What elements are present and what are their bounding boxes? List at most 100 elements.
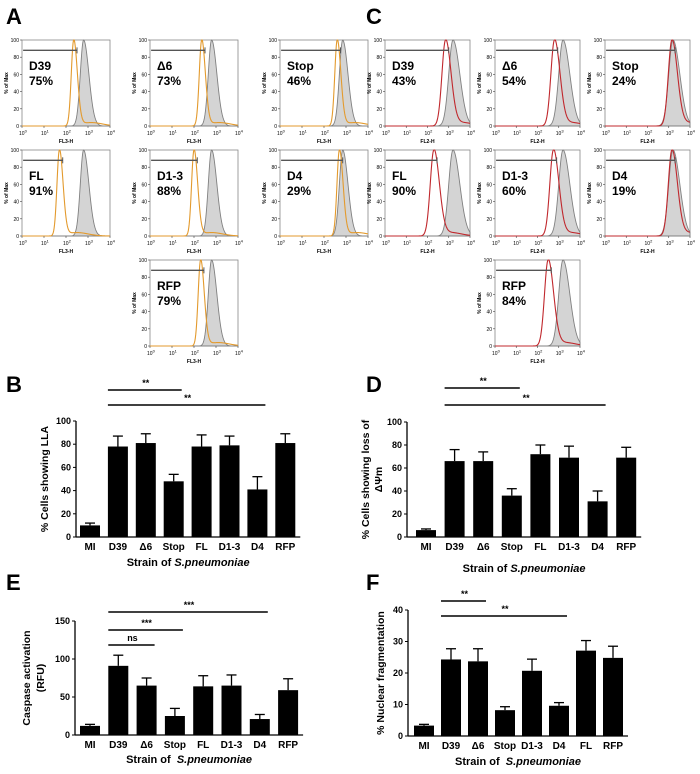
significance-label: ** xyxy=(461,589,469,599)
y-axis-label: % of Max xyxy=(587,182,593,204)
x-tick-base: 10 xyxy=(467,131,473,137)
y-tick-label: 40 xyxy=(141,90,147,96)
x-tick-label: 103 xyxy=(213,239,222,248)
y-tick-label: 60 xyxy=(13,182,19,188)
x-tick-base: 10 xyxy=(425,241,431,247)
x-tick-exponent: 1 xyxy=(305,239,308,244)
histogram-strain-label: D1-3 xyxy=(157,169,183,183)
y-tick-label: 100 xyxy=(484,258,493,264)
x-tick-base: 10 xyxy=(19,131,25,137)
x-tick-base: 10 xyxy=(169,241,175,247)
histogram-percent-label: 54% xyxy=(502,74,526,88)
y-tick-label: 60 xyxy=(596,182,602,188)
x-tick-base: 10 xyxy=(321,241,327,247)
histogram-strain-label: RFP xyxy=(502,279,526,293)
y-tick-label: 80 xyxy=(376,165,382,171)
bar-d39 xyxy=(441,659,461,736)
x-tick-base: 10 xyxy=(602,131,608,137)
x-tick-base: 10 xyxy=(666,131,672,137)
y-tick-label: 40 xyxy=(596,200,602,206)
x-tick-exponent: 0 xyxy=(498,129,501,134)
y-tick-label: 40 xyxy=(486,90,492,96)
y-tick-label: 60 xyxy=(596,72,602,78)
x-tick-exponent: 0 xyxy=(498,349,501,354)
bar-rfp xyxy=(275,443,296,537)
x-tick-base: 10 xyxy=(492,241,498,247)
x-axis-label: FL2-H xyxy=(640,139,655,145)
category-label: D39 xyxy=(445,542,464,553)
x-axis-title: Strain of S.pneumoniae xyxy=(126,754,252,766)
x-tick-exponent: 0 xyxy=(153,239,156,244)
control-histogram xyxy=(385,149,471,237)
y-tick-label: 40 xyxy=(486,200,492,206)
y-tick-label: 40 xyxy=(392,486,402,496)
category-label: Δ6 xyxy=(139,542,152,553)
x-tick-exponent: 2 xyxy=(650,129,653,134)
bar-d4 xyxy=(587,501,608,537)
histogram-strain-label: FL xyxy=(392,169,407,183)
x-tick-base: 10 xyxy=(467,241,473,247)
y-tick-label: 0 xyxy=(274,234,277,240)
x-axis-label: FL3-H xyxy=(317,249,332,255)
category-label: D4 xyxy=(553,741,566,752)
y-axis-label: % Nuclear fragmentation xyxy=(375,611,387,735)
x-tick-label: 102 xyxy=(191,239,200,248)
x-tick-exponent: 1 xyxy=(519,129,522,134)
category-label: Stop xyxy=(501,542,523,553)
y-axis-label: % of Max xyxy=(132,72,138,94)
x-tick-label: 102 xyxy=(535,129,544,138)
x-tick-exponent: 0 xyxy=(283,239,286,244)
histogram-percent-label: 75% xyxy=(29,74,53,88)
x-tick-base: 10 xyxy=(556,241,562,247)
x-tick-label: 104 xyxy=(235,129,244,138)
x-tick-label: 102 xyxy=(645,129,654,138)
x-tick-label: 101 xyxy=(169,239,178,248)
x-tick-label: 101 xyxy=(299,129,308,138)
x-tick-exponent: 0 xyxy=(608,239,611,244)
x-axis-title: Strain of S.pneumoniae xyxy=(463,563,586,575)
x-tick-base: 10 xyxy=(687,241,693,247)
x-tick-exponent: 0 xyxy=(283,129,286,134)
x-tick-label: 102 xyxy=(425,239,434,248)
panel-letter-b: B xyxy=(6,372,22,397)
panel-letter-d: D xyxy=(366,372,382,397)
y-tick-label: 0 xyxy=(489,124,492,130)
y-tick-label: 100 xyxy=(139,38,148,44)
y-tick-label: 20 xyxy=(486,327,492,333)
x-tick-exponent: 4 xyxy=(693,129,696,134)
x-tick-exponent: 4 xyxy=(371,129,374,134)
x-tick-base: 10 xyxy=(63,131,69,137)
x-tick-label: 101 xyxy=(513,349,522,358)
y-tick-label: 20 xyxy=(13,107,19,113)
bar-rfp xyxy=(616,457,637,537)
bar-chart-e: 0 50 100 150 MI D39 Δ6 Stop FL D1-3 D4 RFP Caspase a… xyxy=(21,600,304,766)
significance-label: ns xyxy=(127,633,138,643)
y-tick-label: 40 xyxy=(13,90,19,96)
x-tick-base: 10 xyxy=(382,241,388,247)
y-tick-label: 80 xyxy=(141,55,147,61)
category-label: D1-3 xyxy=(221,740,243,751)
y-tick-label: 20 xyxy=(61,509,71,519)
x-tick-label: 104 xyxy=(467,129,476,138)
x-tick-exponent: 1 xyxy=(175,239,178,244)
x-tick-label: 100 xyxy=(147,129,156,138)
y-axis-label: % of Max xyxy=(367,72,373,94)
x-tick-base: 10 xyxy=(577,351,583,357)
y-tick-label: 0 xyxy=(66,532,71,542)
x-tick-exponent: 2 xyxy=(197,129,200,134)
y-tick-label: 40 xyxy=(271,90,277,96)
x-axis-label: FL2-H xyxy=(640,249,655,255)
control-histogram xyxy=(22,39,111,127)
x-tick-label: 100 xyxy=(382,129,391,138)
x-tick-label: 101 xyxy=(169,129,178,138)
x-tick-label: 102 xyxy=(191,349,200,358)
x-tick-label: 102 xyxy=(63,129,72,138)
y-tick-label: 100 xyxy=(594,148,603,154)
histogram-percent-label: 46% xyxy=(287,74,311,88)
x-tick-exponent: 2 xyxy=(197,349,200,354)
